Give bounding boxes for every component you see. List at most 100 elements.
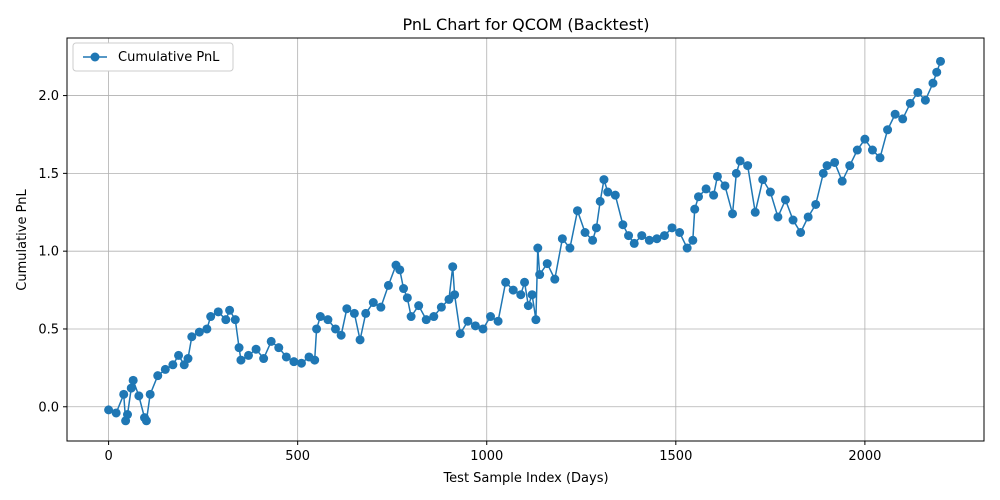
data-point — [251, 344, 261, 354]
data-point — [310, 355, 320, 365]
plot-frame — [66, 37, 985, 442]
data-point — [187, 332, 197, 342]
data-point — [533, 243, 543, 253]
grid — [67, 38, 984, 441]
data-point — [376, 302, 386, 312]
x-tick-label: 1000 — [470, 449, 503, 464]
data-point — [312, 324, 322, 334]
data-point — [266, 336, 276, 346]
y-tick-label: 1.5 — [38, 167, 59, 182]
data-point — [330, 324, 340, 334]
data-point — [743, 161, 753, 171]
data-point — [395, 265, 405, 275]
data-point — [694, 192, 704, 202]
data-point — [202, 324, 212, 334]
data-point — [336, 330, 346, 340]
data-point — [450, 290, 460, 300]
data-point — [765, 187, 775, 197]
legend: Cumulative PnL — [72, 42, 234, 72]
data-point — [788, 215, 798, 225]
data-point — [936, 56, 946, 66]
data-point — [883, 125, 893, 135]
y-axis-label: Cumulative PnL — [15, 189, 30, 291]
data-point — [448, 262, 458, 272]
data-point — [281, 352, 291, 362]
data-point — [565, 243, 575, 253]
data-point — [898, 114, 908, 124]
data-point — [289, 357, 299, 367]
data-point — [368, 298, 378, 308]
data-point — [890, 109, 900, 119]
data-point — [128, 375, 138, 385]
data-point — [675, 227, 685, 237]
data-point — [119, 389, 129, 399]
y-axis-ticks: 0.0 0.5 1.0 1.5 2.0 — [38, 89, 67, 415]
data-point — [875, 153, 885, 163]
legend-label: Cumulative PnL — [118, 50, 220, 65]
data-point — [860, 134, 870, 144]
data-point — [557, 234, 567, 244]
data-point — [688, 235, 698, 245]
data-point — [523, 301, 533, 311]
data-point — [599, 175, 609, 185]
data-point — [436, 302, 446, 312]
data-point — [429, 312, 439, 322]
data-point — [720, 181, 730, 191]
data-point — [837, 176, 847, 186]
data-point — [588, 235, 598, 245]
data-point — [501, 277, 511, 287]
data-point — [168, 360, 178, 370]
data-point — [822, 161, 832, 171]
data-point — [637, 231, 647, 241]
data-point — [867, 145, 877, 155]
data-point — [527, 290, 537, 300]
x-tick-label: 1500 — [659, 449, 692, 464]
data-point — [259, 354, 269, 364]
legend-box — [72, 42, 234, 72]
data-point — [542, 259, 552, 269]
y-tick-label: 1.0 — [38, 245, 59, 260]
data-point — [758, 175, 768, 185]
data-point — [644, 235, 654, 245]
data-point — [399, 284, 409, 294]
data-point — [731, 168, 741, 178]
data-point — [690, 204, 700, 214]
data-point — [780, 195, 790, 205]
data-point — [773, 212, 783, 222]
data-point — [516, 290, 526, 300]
data-point — [659, 231, 669, 241]
data-point — [111, 408, 121, 418]
data-point — [296, 358, 306, 368]
data-point — [141, 416, 151, 426]
data-point — [183, 354, 193, 364]
data-point — [414, 301, 424, 311]
data-point — [572, 206, 582, 216]
data-point — [618, 220, 628, 230]
data-point — [905, 98, 915, 108]
data-point — [493, 316, 503, 326]
x-axis-ticks: 0 500 1000 1500 2000 — [104, 441, 881, 464]
data-point — [928, 78, 938, 88]
data-point — [920, 95, 930, 105]
data-point — [845, 161, 855, 171]
x-tick-label: 500 — [285, 449, 310, 464]
data-point — [624, 231, 634, 241]
data-point — [383, 280, 393, 290]
data-point — [550, 274, 560, 284]
data-point — [595, 196, 605, 206]
data-point — [803, 212, 813, 222]
data-point — [830, 157, 840, 167]
data-point — [603, 187, 613, 197]
x-tick-label: 2000 — [848, 449, 881, 464]
data-point — [709, 190, 719, 200]
y-tick-label: 2.0 — [38, 89, 59, 104]
data-point — [213, 307, 223, 317]
data-point — [463, 316, 473, 326]
data-point — [315, 312, 325, 322]
data-point — [712, 171, 722, 181]
data-point — [811, 199, 821, 209]
data-point — [932, 67, 942, 77]
data-point — [145, 389, 155, 399]
data-point — [230, 315, 240, 325]
data-point — [134, 391, 144, 401]
